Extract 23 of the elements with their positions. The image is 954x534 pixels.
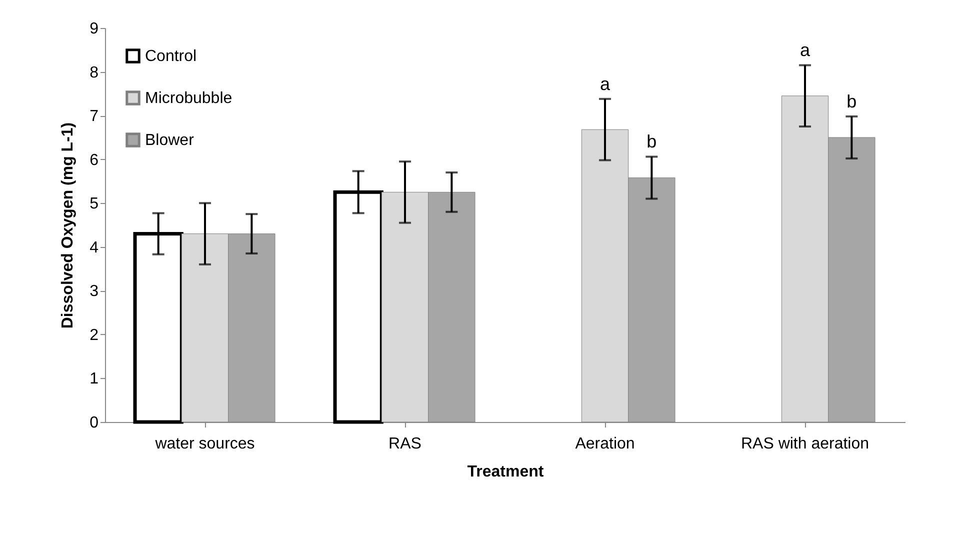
y-tick-label: 7 xyxy=(90,108,99,126)
annotation: b xyxy=(646,132,657,152)
annotation: a xyxy=(600,74,611,94)
y-tick-label: 8 xyxy=(90,64,99,82)
y-tick-label: 9 xyxy=(90,20,99,38)
y-tick-label: 1 xyxy=(90,370,99,388)
y-tick-label: 3 xyxy=(90,283,99,300)
annotation: b xyxy=(846,91,857,112)
legend-label: Blower xyxy=(145,132,195,149)
y-tick-label: 5 xyxy=(90,196,99,213)
y-axis-title: Dissolved Oxygen (mg L-1) xyxy=(60,122,77,329)
y-tick-label: 0 xyxy=(90,414,99,432)
legend-label: Control xyxy=(145,48,197,65)
x-tick-label: RAS with aeration xyxy=(740,436,870,452)
y-tick-label: 2 xyxy=(90,326,99,344)
x-tick-label: RAS xyxy=(388,436,422,452)
x-tick-label: Aeration xyxy=(575,436,635,452)
legend-label: Microbubble xyxy=(145,90,232,107)
y-tick-label: 6 xyxy=(90,152,99,169)
x-tick-label: water sources xyxy=(154,436,255,452)
annotation: a xyxy=(800,40,811,60)
x-axis-title: Treatment xyxy=(467,464,544,480)
y-tick-label: 4 xyxy=(90,239,99,256)
